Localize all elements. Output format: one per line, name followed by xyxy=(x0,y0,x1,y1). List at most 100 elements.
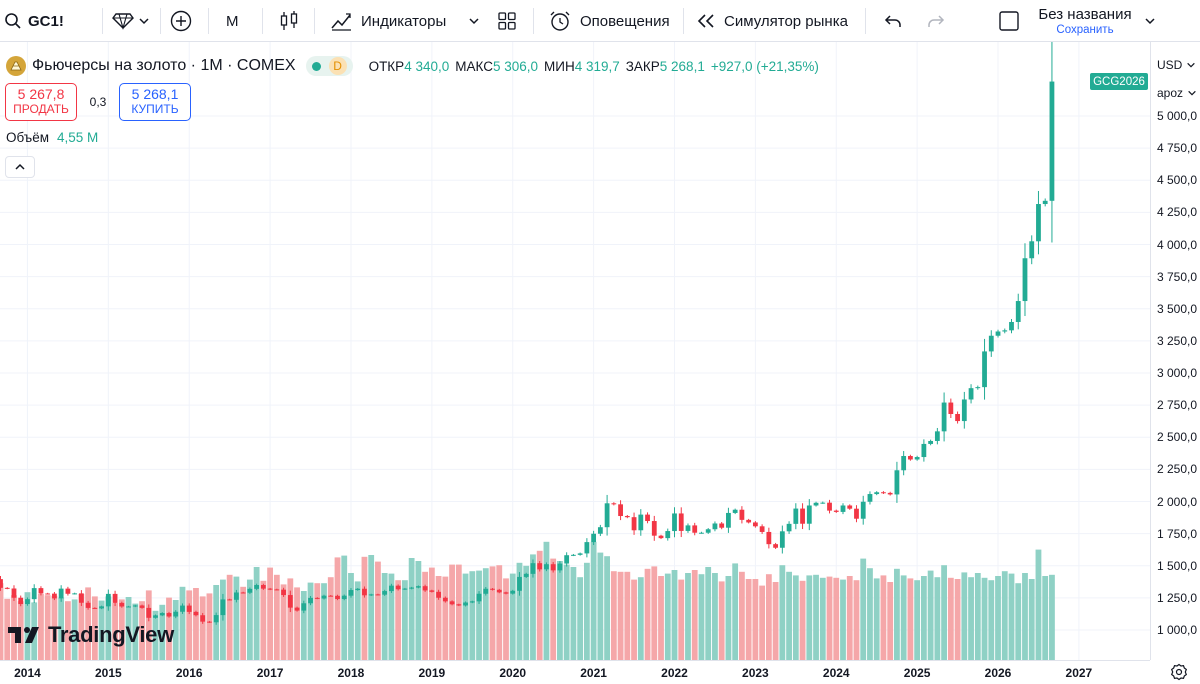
candle-body xyxy=(72,593,78,595)
price-chart[interactable] xyxy=(0,42,1150,660)
candle-body xyxy=(341,595,347,600)
candle-body xyxy=(153,615,158,618)
volume-bar xyxy=(765,574,772,660)
candle-body xyxy=(220,599,226,616)
candle-body xyxy=(159,613,165,616)
market-status-pill[interactable]: D xyxy=(305,56,353,76)
chevron-down-icon xyxy=(139,18,149,25)
price-tick-label: 3 000,0 xyxy=(1157,366,1198,380)
volume-bar xyxy=(85,587,92,660)
volume-bar xyxy=(772,582,779,660)
layout-toggle[interactable] xyxy=(998,0,1022,42)
replay-button[interactable]: Симулятор рынка xyxy=(696,0,854,42)
volume-bar xyxy=(307,582,314,660)
volume-bar xyxy=(759,585,766,660)
candle-body xyxy=(571,554,576,556)
symbol-title[interactable]: Фьючерсы на золото · 1М · COMEX xyxy=(32,57,296,74)
indicators-menu-button[interactable] xyxy=(468,0,482,42)
volume-bar xyxy=(941,565,947,660)
currency-selector[interactable]: USD xyxy=(1157,58,1196,72)
volume-bar xyxy=(920,576,927,660)
chevron-down-icon xyxy=(469,18,479,25)
volume-bar xyxy=(112,603,118,660)
compare-button[interactable] xyxy=(170,0,196,42)
volume-bar xyxy=(1049,574,1055,660)
candle-body xyxy=(624,516,630,518)
candle-body xyxy=(260,585,266,589)
toolbar-divider xyxy=(262,8,263,34)
volume-bar xyxy=(799,580,806,660)
axis-settings-button[interactable] xyxy=(1168,662,1190,682)
toolbar-divider xyxy=(160,8,161,34)
collapse-legend-button[interactable] xyxy=(5,156,35,178)
volume-bar xyxy=(193,588,199,660)
layout-name-button[interactable]: Без названия Сохранить xyxy=(1030,0,1140,42)
volume-bar xyxy=(1028,579,1035,660)
interval-button[interactable]: M xyxy=(226,0,248,42)
volume-legend[interactable]: Объём 4,55 M xyxy=(6,130,98,145)
candle-body xyxy=(314,597,320,599)
volume-bar xyxy=(934,577,941,660)
volume-bar xyxy=(300,591,307,660)
candle-body xyxy=(1029,241,1035,259)
redo-button[interactable] xyxy=(927,0,947,42)
candle-body xyxy=(800,508,805,524)
volume-bar xyxy=(590,541,597,660)
price-scale[interactable] xyxy=(1150,42,1200,660)
price-tick-label: 5 000,0 xyxy=(1157,109,1198,123)
volume-bar xyxy=(78,594,85,660)
scale-mode-selector[interactable]: apoz xyxy=(1157,86,1197,100)
toolbar-divider xyxy=(533,8,534,34)
favorites-button[interactable] xyxy=(112,0,156,42)
tradingview-logo[interactable]: TradingView xyxy=(8,622,174,648)
indicators-button[interactable]: Индикаторы xyxy=(330,0,452,42)
candle-body xyxy=(705,529,711,533)
sell-button[interactable]: 5 267,8 ПРОДАТЬ xyxy=(5,83,77,121)
volume-bar xyxy=(550,558,557,660)
volume-bar xyxy=(125,597,132,660)
chart-type-button[interactable] xyxy=(279,0,301,42)
candle-body xyxy=(968,388,974,400)
candle-body xyxy=(294,607,300,611)
buy-button[interactable]: 5 268,1 КУПИТЬ xyxy=(119,83,191,121)
volume-bar xyxy=(947,577,954,660)
undo-button[interactable] xyxy=(884,0,904,42)
candle-body xyxy=(31,588,37,600)
candle-body xyxy=(45,593,51,595)
volume-bar xyxy=(1042,576,1049,660)
year-label: 2017 xyxy=(256,666,284,680)
symbol-search[interactable]: GC1! xyxy=(4,0,100,42)
volume-bar xyxy=(226,574,233,660)
year-label: 2016 xyxy=(175,666,203,680)
volume-bar xyxy=(819,577,826,660)
volume-bar xyxy=(880,575,887,660)
time-axis[interactable] xyxy=(0,660,1150,684)
indicators-label: Индикаторы xyxy=(361,12,447,30)
volume-bar xyxy=(718,581,725,660)
low-value: 4 319,7 xyxy=(574,58,620,74)
alerts-button[interactable]: Оповещения xyxy=(548,0,674,42)
layouts-button[interactable] xyxy=(497,0,519,42)
gear-icon xyxy=(1170,663,1188,681)
candle-body xyxy=(779,531,785,548)
candle-body xyxy=(247,588,253,593)
candle-body xyxy=(18,597,24,605)
candle-body xyxy=(186,605,192,612)
volume-bar xyxy=(0,583,4,660)
candle-body xyxy=(773,544,778,548)
volume-bar xyxy=(968,577,974,660)
volume-bar xyxy=(846,576,853,660)
volume-bar xyxy=(644,568,651,660)
change-value: +927,0 (+21,35%) xyxy=(710,58,819,74)
top-toolbar: GC1! M Индикаторы Оповещения Симулятор р… xyxy=(0,0,1200,42)
price-tick-label: 2 500,0 xyxy=(1157,430,1198,445)
volume-bar xyxy=(887,582,894,660)
volume-bar xyxy=(685,573,691,660)
candle-body xyxy=(193,611,199,616)
layout-menu-button[interactable] xyxy=(1144,0,1160,42)
candle-body xyxy=(139,605,145,608)
volume-bar xyxy=(388,573,395,660)
candle-body xyxy=(382,591,388,595)
candle-body xyxy=(577,553,583,555)
candle-body xyxy=(975,387,981,389)
